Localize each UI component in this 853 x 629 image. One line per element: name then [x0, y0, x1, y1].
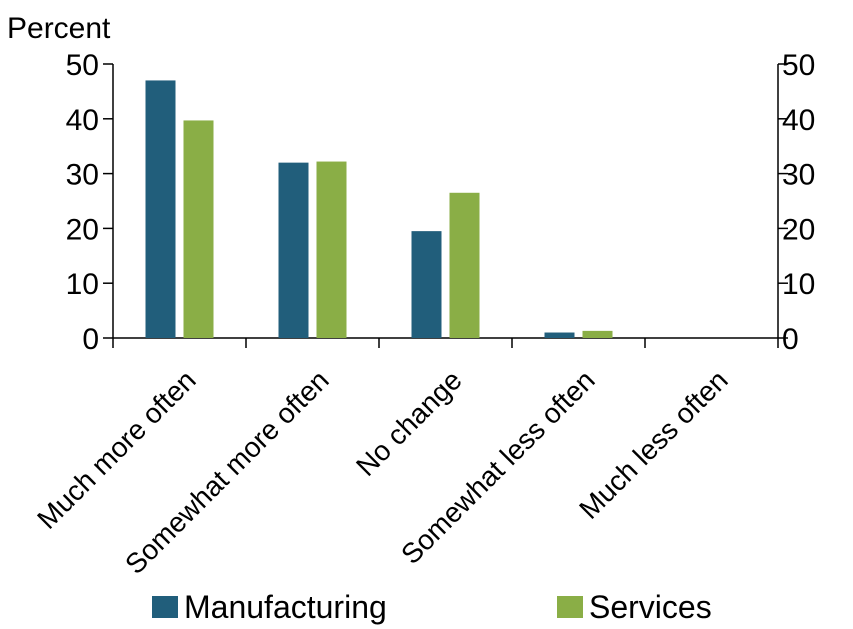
y-axis-unit-label: Percent	[7, 12, 111, 45]
bar-services	[316, 161, 347, 338]
bar-manufacturing	[145, 80, 176, 338]
legend-swatch	[152, 596, 178, 618]
legend: Manufacturing Services	[152, 589, 712, 625]
legend-label: Manufacturing	[184, 589, 387, 625]
y-tick-label-left: 20	[66, 213, 99, 246]
category-label: No change	[350, 364, 468, 482]
bar-services	[183, 120, 214, 338]
y-tick-label-right: 10	[782, 268, 815, 301]
y-tick-label-right: 0	[782, 323, 799, 356]
bar-manufacturing	[411, 231, 442, 338]
y-tick-label-left: 30	[66, 159, 99, 192]
bar-services	[582, 330, 613, 338]
y-tick-label-left: 10	[66, 268, 99, 301]
bar-manufacturing	[544, 332, 575, 338]
y-tick-label-right: 30	[782, 159, 815, 192]
y-tick-label-right: 40	[782, 104, 815, 137]
bars	[145, 80, 613, 338]
y-tick-label-left: 50	[66, 49, 99, 82]
y-tick-label-left: 40	[66, 104, 99, 137]
y-tick-labels: 0 0 10 10 20 20 30 30 40 40 50 50	[66, 49, 816, 356]
y-tick-label-right: 20	[782, 213, 815, 246]
y-tick-label-right: 50	[782, 49, 815, 82]
y-tick-label-left: 0	[82, 323, 99, 356]
bar-services	[449, 192, 480, 338]
bar-manufacturing	[278, 162, 309, 338]
legend-label: Services	[589, 589, 712, 625]
legend-swatch	[557, 596, 583, 618]
axes	[103, 63, 788, 348]
